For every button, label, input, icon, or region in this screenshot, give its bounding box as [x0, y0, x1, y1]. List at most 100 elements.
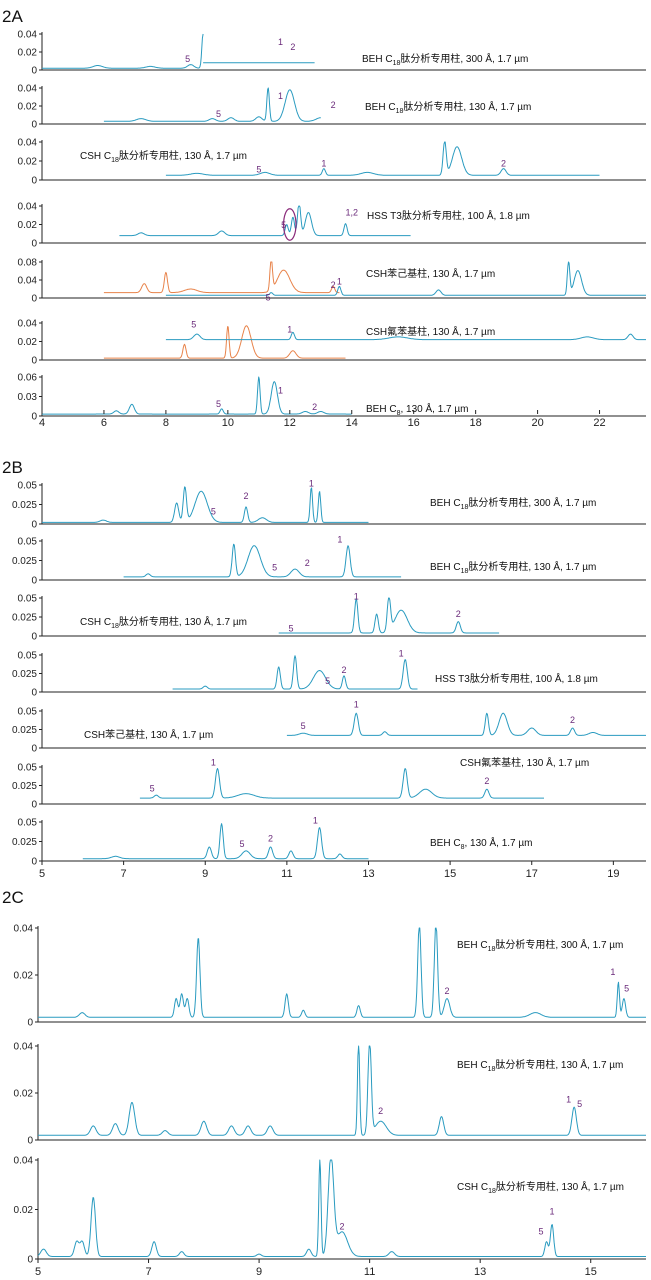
y-tick-label: 0.05	[18, 707, 38, 718]
y-tick-label: 0.025	[12, 500, 37, 511]
column-label: BEH C18肽分析专用柱, 130 Å, 1.7 µm	[430, 560, 596, 575]
y-tick-label: 0.02	[18, 48, 38, 59]
peak-label: 5	[624, 983, 629, 993]
peak-label: 1	[337, 277, 342, 287]
y-tick-label: 0	[27, 1255, 33, 1266]
chromatogram-panel: 0 0.02 0.04 2 51 CSH C18肽分析专用柱, 130 Å, 1.7 µm	[14, 1156, 646, 1266]
chromatogram-panel: 0 0.03 0.06 5 1 2 BEH C8, 130 Å, 1.7 µm	[18, 373, 646, 423]
y-tick-label: 0.04	[18, 84, 38, 95]
x-tick-label: 10	[222, 417, 234, 429]
y-tick-label: 0	[31, 176, 37, 187]
peak-label: 1,2	[345, 207, 358, 217]
y-tick-label: 0.025	[12, 725, 37, 736]
column-label: CSH苯己基柱, 130 Å, 1.7 µm	[84, 728, 213, 741]
y-tick-label: 0.025	[12, 556, 37, 567]
peak-label: 5	[538, 1226, 543, 1236]
peak-label: 5	[185, 54, 190, 64]
x-tick-label: 13	[362, 868, 374, 880]
y-tick-label: 0.05	[18, 594, 38, 605]
peak-label: 5	[191, 320, 196, 330]
y-tick-label: 0.08	[18, 258, 38, 269]
peak-label: 2	[445, 986, 450, 996]
trace-blue	[82, 823, 369, 860]
x-tick-label: 18	[470, 417, 482, 429]
column-label: CSH苯己基柱, 130 Å, 1.7 µm	[366, 267, 495, 280]
peak-label: 1	[278, 91, 283, 101]
y-tick-label: 0	[31, 294, 37, 305]
x-tick-label: 22	[593, 417, 605, 429]
peak-label: 2	[484, 776, 489, 786]
x-axis: 4 6 8 10 12 14 16 18 20 22	[39, 410, 606, 429]
x-tick-label: 17	[526, 868, 538, 880]
y-tick-label: 0.05	[18, 763, 38, 774]
x-tick-label: 4	[39, 417, 45, 429]
trace-blue	[103, 87, 321, 122]
peak-label: 1	[354, 699, 359, 709]
y-tick-label: 0.02	[18, 337, 38, 348]
trace-blue	[38, 1045, 646, 1136]
y-tick-label: 0.025	[12, 613, 37, 624]
peak-label: 1	[566, 1094, 571, 1104]
y-tick-label: 0.02	[18, 102, 38, 113]
x-tick-label: 8	[163, 417, 169, 429]
figure-2B: 2B 0 0.025 0.05 5 2 1 BEH C18肽分析专用柱, 300 Å, 1.7…	[2, 458, 646, 880]
y-tick-label: 0	[31, 744, 37, 755]
peak-label: 1	[278, 385, 283, 395]
y-tick-label: 0.05	[18, 481, 38, 492]
peak-label: 5	[301, 721, 306, 731]
peak-label: 2	[268, 834, 273, 844]
x-tick-label: 5	[39, 868, 45, 880]
y-tick-label: 0	[31, 239, 37, 250]
y-tick-label: 0.025	[12, 781, 37, 792]
y-tick-label: 0.02	[14, 1205, 34, 1216]
y-tick-label: 0.04	[14, 1042, 34, 1053]
peak-label: 5	[281, 220, 286, 230]
peak-label: 2	[570, 715, 575, 725]
chromatogram-panel: 0 0.025 0.05 5 1 2 CSH苯己基柱, 130 Å, 1.7 µm	[12, 699, 646, 755]
peak-label: 2	[305, 558, 310, 568]
x-tick-label: 20	[531, 417, 543, 429]
trace-blue	[37, 1159, 646, 1257]
chromatogram-panel: 0 0.02 0.04 2 15 BEH C18肽分析专用柱, 300 Å, 1.7 µm	[14, 924, 646, 1029]
y-tick-label: 0.06	[18, 373, 38, 384]
column-label: HSS T3肽分析专用柱, 100 Å, 1.8 µm	[435, 672, 598, 685]
chromatogram-panel: 0 0.025 0.05 5 2 1 BEH C18肽分析专用柱, 130 Å, 1.7 µ…	[12, 535, 646, 587]
peak-label: 1	[321, 159, 326, 169]
peak-label: 1	[399, 648, 404, 658]
figure-title: 2A	[2, 7, 23, 26]
x-tick-label: 7	[145, 1266, 151, 1278]
chromatogram-panel: 0 0.025 0.05 5 2 1 BEH C8, 130 Å, 1.7 µm	[12, 816, 646, 868]
y-tick-label: 0	[27, 1136, 33, 1147]
peak-label: 5	[211, 507, 216, 517]
trace-blue	[165, 261, 646, 296]
x-tick-label: 16	[408, 417, 420, 429]
trace-blue	[123, 543, 402, 578]
column-label: BEH C8, 130 Å, 1.7 µm	[430, 836, 533, 851]
column-label: BEH C18肽分析专用柱, 130 Å, 1.7 µm	[365, 100, 531, 115]
x-axis: 5 7 9 11 13 15	[35, 1259, 597, 1278]
x-tick-label: 5	[35, 1266, 41, 1278]
x-tick-label: 12	[284, 417, 296, 429]
peak-label: 2	[244, 491, 249, 501]
x-tick-label: 7	[121, 868, 127, 880]
x-tick-label: 11	[364, 1266, 375, 1278]
trace-blue	[119, 205, 411, 237]
y-tick-label: 0.02	[18, 220, 38, 231]
trace-blue	[139, 768, 544, 799]
peak-label: 5	[256, 164, 261, 174]
trace-blue	[42, 33, 204, 69]
y-tick-label: 0.05	[18, 537, 38, 548]
trace-blue	[42, 376, 352, 415]
chromatogram-panel: 0 0.02 0.04 5 12 BEH C18肽分析专用柱, 300 Å, 1.7 µm	[18, 30, 646, 77]
y-tick-label: 0	[31, 412, 37, 423]
peak-label: 5	[239, 839, 244, 849]
y-tick-label: 0.02	[18, 157, 38, 168]
y-tick-label: 0	[31, 120, 37, 131]
y-tick-label: 0.04	[18, 138, 38, 149]
y-tick-label: 0.04	[18, 319, 38, 330]
trace-blue	[38, 927, 646, 1018]
peak-label: 1	[610, 967, 615, 977]
peak-label: 5	[325, 676, 330, 686]
